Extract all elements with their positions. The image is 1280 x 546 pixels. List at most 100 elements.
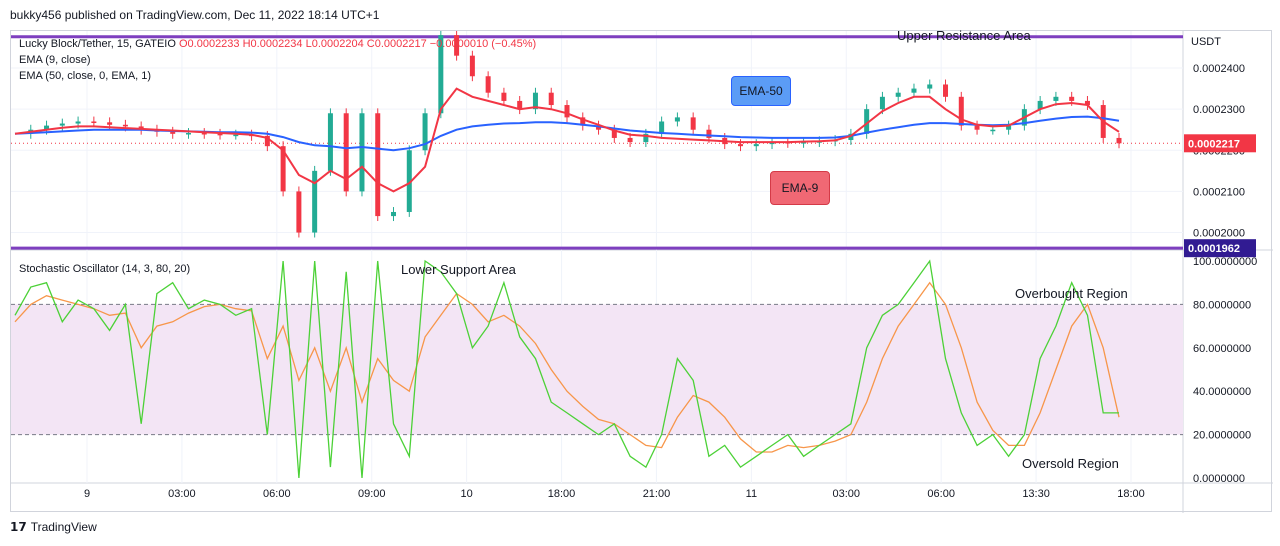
time-tick-label: 09:00	[358, 488, 386, 500]
candle-body	[927, 84, 933, 89]
time-tick-label: 18:00	[1117, 488, 1145, 500]
price-tick-label: 0.0002300	[1193, 104, 1245, 116]
time-tick-label: 11	[746, 488, 757, 500]
candle-body	[1116, 137, 1122, 144]
ema9-callout: EMA-9	[770, 171, 830, 205]
oversold-label: Oversold Region	[1022, 456, 1119, 471]
candle-body	[706, 129, 712, 138]
candle-body	[943, 84, 949, 97]
stoch-tick-label: 60.0000000	[1193, 343, 1251, 355]
time-tick-label: 10	[461, 488, 473, 500]
chart-frame[interactable]: 0.00024000.00023000.00022000.00021000.00…	[10, 28, 1273, 513]
footer-brand[interactable]: 𝟭𝟳 TradingView	[10, 520, 97, 534]
chart-legend: Lucky Block/Tether, 15, GATEIO O0.000223…	[19, 36, 536, 84]
candle-body	[1006, 125, 1012, 130]
candle-body	[864, 109, 870, 134]
candle-body	[895, 92, 901, 97]
candle-body	[280, 146, 286, 192]
time-tick-label: 18:00	[548, 488, 576, 500]
candle-body	[122, 124, 128, 127]
candle-body	[611, 129, 617, 138]
candle-body	[801, 142, 807, 144]
candle-body	[375, 113, 381, 217]
current-price-badge	[1184, 134, 1256, 153]
candle-body	[517, 100, 523, 110]
time-tick-label: 06:00	[263, 488, 291, 500]
candle-body	[264, 135, 270, 147]
candle-body	[1053, 96, 1059, 101]
stoch-legend[interactable]: Stochastic Oscillator (14, 3, 80, 20)	[19, 263, 191, 275]
stoch-k-line	[14, 259, 1119, 479]
candle-body	[217, 133, 223, 136]
current-price-label: 0.0002217	[1188, 138, 1240, 150]
candle-body	[75, 121, 81, 124]
candle-body	[690, 117, 696, 130]
stoch-tick-label: 40.0000000	[1193, 386, 1251, 398]
stoch-tick-label: 80.0000000	[1193, 299, 1251, 311]
candle-body	[974, 125, 980, 130]
candle-body	[233, 134, 239, 137]
ema9-line	[14, 87, 1120, 193]
price-currency-label: USDT	[1191, 36, 1221, 48]
candle-body	[990, 129, 996, 132]
time-tick-label: 03:00	[833, 488, 861, 500]
candle-body	[422, 113, 428, 151]
candle-body	[343, 113, 349, 192]
legend-ohlc: O0.0002233 H0.0002234 L0.0002204 C0.0002…	[178, 38, 537, 50]
candle-body	[107, 122, 113, 125]
candle-body	[312, 170, 318, 233]
candle-body	[1069, 96, 1075, 101]
candle-body	[548, 92, 554, 106]
candle-body	[454, 35, 460, 56]
candle-body	[753, 144, 759, 147]
time-tick-label: 9	[84, 488, 90, 500]
price-tick-label: 0.0002100	[1193, 186, 1245, 198]
ema9-callout-text: EMA-9	[781, 181, 819, 195]
candle-body	[737, 144, 743, 147]
candle-body	[596, 125, 602, 130]
candle-body	[879, 96, 885, 110]
candle-body	[406, 150, 412, 212]
support-price-label: 0.0001962	[1188, 243, 1240, 255]
price-tick-label: 0.0002400	[1193, 63, 1245, 75]
candle-body	[627, 137, 633, 143]
candle-body	[327, 113, 333, 171]
candle-body	[44, 125, 50, 130]
candle-body	[185, 133, 191, 135]
footer-brand-text: TradingView	[30, 520, 97, 534]
candle-body	[532, 92, 538, 110]
candle-body	[501, 92, 507, 101]
candle-body	[201, 133, 207, 135]
chart-canvas[interactable]: 0.00024000.00023000.00022000.00021000.00…	[11, 31, 1273, 513]
candle-body	[659, 121, 665, 134]
publisher-line: bukky456 published on TradingView.com, D…	[10, 8, 380, 22]
tradingview-logo-icon: 𝟭𝟳	[10, 520, 27, 534]
candle-body	[438, 35, 444, 114]
legend-ema50[interactable]: EMA (50, close, 0, EMA, 1)	[19, 70, 152, 82]
upper-resistance-label: Upper Resistance Area	[897, 28, 1031, 43]
candle-body	[91, 121, 97, 123]
candle-body	[296, 191, 302, 233]
candle-body	[911, 88, 917, 93]
candle-body	[674, 117, 680, 122]
candle-body	[170, 131, 176, 134]
candle-body	[59, 123, 65, 126]
time-tick-label: 03:00	[168, 488, 196, 500]
lower-support-label: Lower Support Area	[401, 262, 516, 277]
legend-ema9[interactable]: EMA (9, close)	[19, 54, 91, 66]
candle-body	[564, 105, 570, 118]
time-tick-label: 06:00	[927, 488, 955, 500]
candle-body	[1037, 100, 1043, 110]
stoch-tick-label: 0.0000000	[1193, 473, 1245, 485]
candle-body	[485, 76, 491, 93]
legend-symbol[interactable]: Lucky Block/Tether, 15, GATEIO	[19, 38, 176, 50]
time-tick-label: 21:00	[643, 488, 671, 500]
time-tick-label: 13:30	[1022, 488, 1050, 500]
candle-body	[391, 211, 397, 217]
stoch-tick-label: 20.0000000	[1193, 430, 1251, 442]
stoch-band	[11, 304, 1183, 435]
candle-body	[643, 133, 649, 143]
legend-symbol-row: Lucky Block/Tether, 15, GATEIO O0.000223…	[19, 36, 536, 52]
candle-body	[958, 96, 964, 126]
overbought-label: Overbought Region	[1015, 286, 1128, 301]
